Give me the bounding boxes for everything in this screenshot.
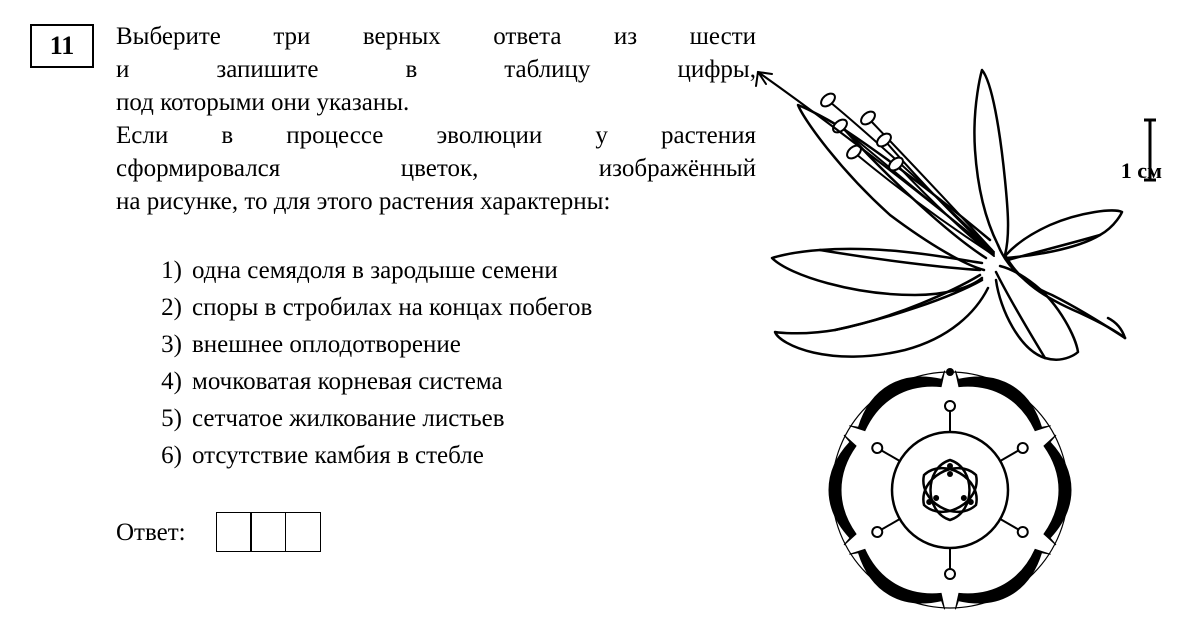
flower-drawing-icon — [756, 70, 1125, 360]
option-2: 2) споры в стробилах на концах побегов — [146, 291, 756, 324]
option-1: 1) одна семядоля в зародыше семени — [146, 254, 756, 287]
question-stem: Выберите три верных ответа из шести и за… — [116, 20, 756, 218]
answer-cell-1[interactable] — [216, 512, 252, 552]
stem-line-1: Выберите три верных ответа из шести — [116, 20, 756, 53]
option-5: 5) сетчатое жилкование листьев — [146, 402, 756, 435]
answer-row: Ответ: — [116, 512, 756, 552]
floral-diagram-icon — [829, 358, 1071, 612]
stem-line-3: под которыми они указаны. — [116, 86, 756, 119]
stem-line-6: на рисунке, то для этого растения характ… — [116, 185, 756, 218]
question-number: 11 — [50, 31, 75, 61]
question-content: Выберите три верных ответа из шести и за… — [116, 20, 756, 612]
option-6: 6) отсутствие камбия в стебле — [146, 439, 756, 472]
page: 11 Выберите три верных ответа из шести и… — [0, 0, 1200, 632]
answer-cell-2[interactable] — [250, 512, 286, 552]
stem-line-5: сформировался цветок, изображённый — [116, 152, 756, 185]
options-list: 1) одна семядоля в зародыше семени 2) сп… — [146, 254, 756, 472]
option-3: 3) внешнее оплодотворение — [146, 328, 756, 361]
stem-line-4: Если в процессе эволюции у растения — [116, 119, 756, 152]
answer-boxes[interactable] — [216, 512, 321, 552]
question-number-box: 11 — [30, 24, 94, 68]
stem-line-2: и запишите в таблицу цифры, — [116, 53, 756, 86]
answer-label: Ответ: — [116, 516, 186, 549]
option-4: 4) мочковатая корневая система — [146, 365, 756, 398]
scale-label: 1 см — [1121, 158, 1162, 184]
figure-svg — [720, 20, 1180, 612]
figure-area: 1 см — [720, 20, 1180, 612]
answer-cell-3[interactable] — [285, 512, 321, 552]
